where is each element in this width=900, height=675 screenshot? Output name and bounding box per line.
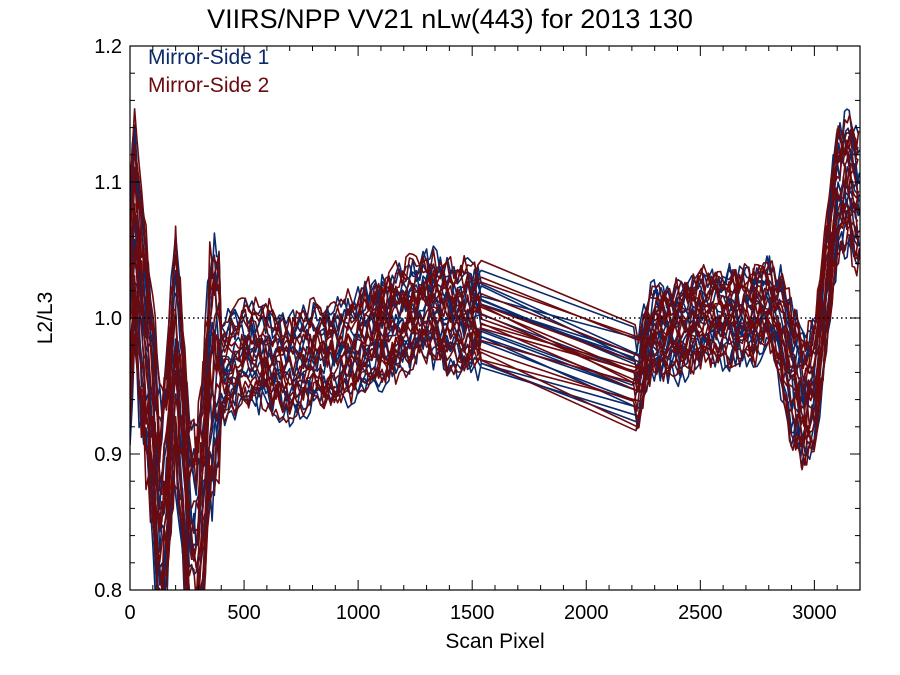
series-2-line-17	[130, 108, 860, 466]
y-tick-label: 1.2	[94, 36, 122, 58]
y-axis-label: L2/L3	[34, 291, 57, 345]
series-2-line-6	[130, 207, 860, 590]
series-2-line-13	[357, 149, 859, 383]
series-2	[130, 108, 860, 590]
x-axis-label: Scan Pixel	[445, 630, 545, 653]
series-2-line-3	[130, 216, 860, 590]
x-tick-label: 2000	[564, 602, 609, 624]
series-layer	[130, 108, 860, 590]
series-2-line-8	[130, 179, 859, 590]
y-tick-label: 0.9	[94, 444, 122, 466]
x-tick-label: 0	[124, 602, 135, 624]
x-tick-label: 3000	[792, 602, 837, 624]
legend-mirror-side-1: Mirror-Side 1	[148, 46, 270, 69]
series-1-line-15	[130, 129, 859, 493]
x-tick-label: 1000	[336, 602, 381, 624]
x-tick-label: 500	[227, 602, 260, 624]
axes-layer: 0 500 1000 1500 2000 2500 3000 0.8 0.9 1.0 1.1 1.2	[94, 36, 861, 624]
legend-mirror-side-2: Mirror-Side 2	[148, 74, 270, 97]
series-1-line-17	[130, 108, 860, 431]
series-1-line-6	[130, 197, 859, 590]
series-2-line-14	[130, 135, 859, 489]
chart-title: VIIRS/NPP VV21 nLw(443) for 2013 130	[207, 4, 693, 34]
x-tick-label: 2500	[678, 602, 723, 624]
x-tick-label: 1500	[450, 602, 495, 624]
series-2-line-15	[130, 128, 859, 469]
y-tick-label: 1.1	[94, 172, 122, 194]
series-1-line-3	[130, 219, 859, 590]
y-tick-label: 0.8	[94, 580, 122, 602]
y-tick-label: 1.0	[94, 308, 122, 330]
